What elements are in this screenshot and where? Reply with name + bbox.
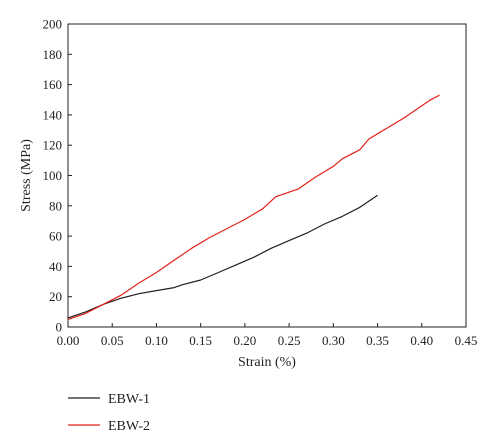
x-tick-label: 0.35 (366, 333, 389, 348)
x-tick-label: 0.45 (455, 333, 478, 348)
x-tick-label: 0.05 (101, 333, 124, 348)
y-tick-label: 180 (43, 47, 63, 62)
x-tick-label: 0.00 (57, 333, 80, 348)
series-line-ebw-1 (67, 194, 378, 319)
y-tick-label: 0 (56, 320, 63, 335)
y-tick-label: 200 (43, 17, 63, 32)
x-tick-label: 0.20 (234, 333, 257, 348)
y-tick-label: 160 (43, 77, 63, 92)
plot-border (67, 23, 467, 328)
legend-label: EBW-2 (108, 419, 150, 434)
series-line-ebw-2 (67, 94, 440, 320)
y-tick-label: 20 (49, 289, 62, 304)
y-axis-title: Stress (MPa) (19, 139, 34, 212)
y-tick-label: 100 (43, 168, 63, 183)
x-tick-label: 0.15 (189, 333, 212, 348)
series-lines (67, 94, 440, 320)
x-tick-label: 0.40 (410, 333, 433, 348)
axis-ticks: 0.00 0.05 0.10 0.15 0.20 0.25 0.30 0.35 0.40 0.45… (43, 17, 478, 349)
y-tick-label: 120 (43, 138, 63, 153)
x-axis-title: Strain (%) (238, 355, 296, 370)
y-tick-label: 40 (49, 259, 62, 274)
plot-frame (67, 23, 467, 328)
x-tick-label: 0.30 (322, 333, 345, 348)
y-tick-label: 140 (43, 107, 63, 122)
x-tick-label: 0.10 (145, 333, 168, 348)
legend-label: EBW-1 (108, 392, 150, 407)
y-tick-label: 80 (49, 198, 62, 213)
x-tick-label: 0.25 (278, 333, 301, 348)
legend: EBW-1 EBW-2 (68, 392, 150, 434)
y-tick-label: 60 (49, 229, 62, 244)
